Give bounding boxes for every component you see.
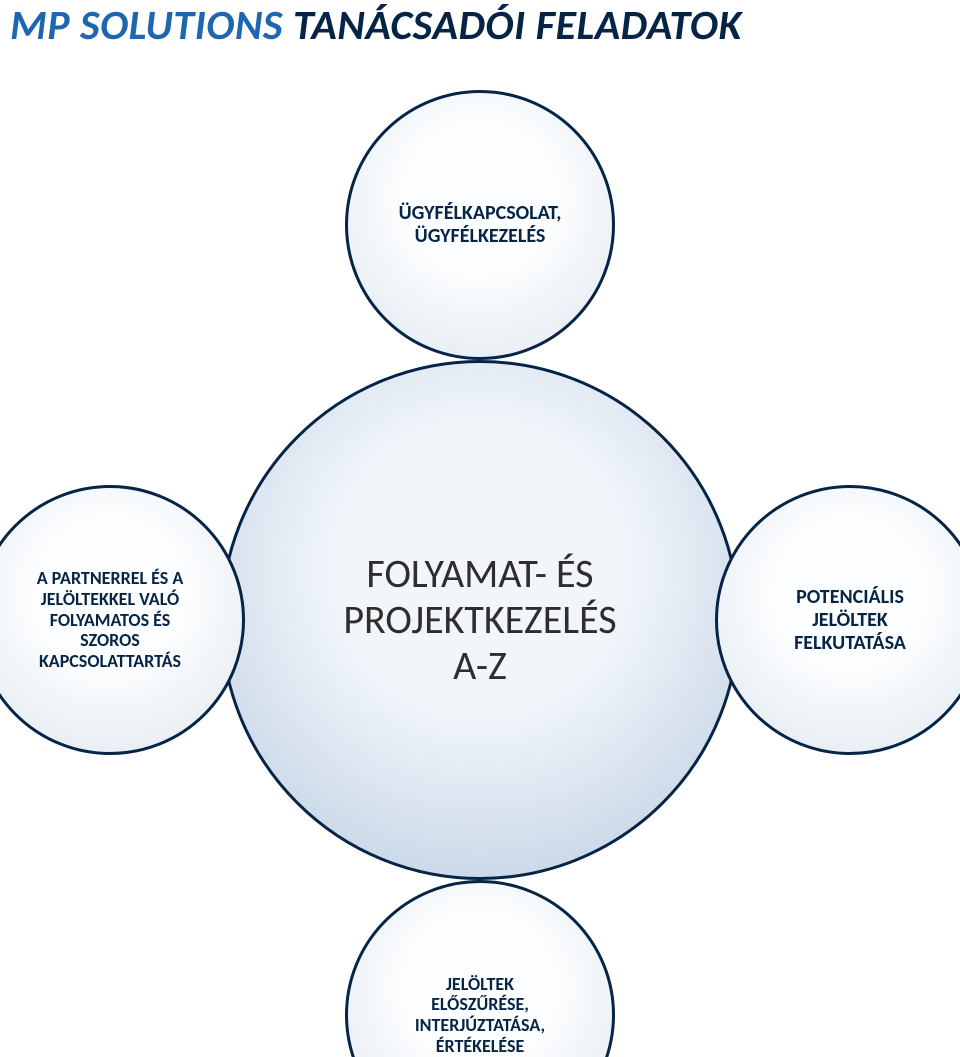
center-bubble-label: FOLYAMAT- ÉSPROJEKTKEZELÉSA-Z xyxy=(335,551,624,689)
satellite-right: POTENCIÁLISJELÖLTEKFELKUTATÁSA xyxy=(715,485,960,755)
title-part-2: TANÁCSADÓI FELADATOK xyxy=(293,0,742,51)
satellite-left: A PARTNERREL ÉS AJELÖLTEKKEL VALÓFOLYAMA… xyxy=(0,485,245,755)
satellite-top: ÜGYFÉLKAPCSOLAT,ÜGYFÉLKEZELÉS xyxy=(345,90,615,360)
satellite-right-label: POTENCIÁLISJELÖLTEKFELKUTATÁSA xyxy=(786,586,914,655)
satellite-left-label: A PARTNERREL ÉS AJELÖLTEKKEL VALÓFOLYAMA… xyxy=(29,568,192,671)
page-title: MP SOLUTIONS TANÁCSADÓI FELADATOK xyxy=(10,0,950,51)
center-bubble: FOLYAMAT- ÉSPROJEKTKEZELÉSA-Z xyxy=(220,360,740,880)
title-part-1: MP SOLUTIONS xyxy=(10,0,293,51)
satellite-bottom-label: JELÖLTEKELŐSZŰRÉSE,INTERJÚZTATÁSA,ÉRTÉKE… xyxy=(407,974,553,1057)
satellite-top-label: ÜGYFÉLKAPCSOLAT,ÜGYFÉLKEZELÉS xyxy=(391,202,570,248)
satellite-bottom: JELÖLTEKELŐSZŰRÉSE,INTERJÚZTATÁSA,ÉRTÉKE… xyxy=(345,880,615,1057)
